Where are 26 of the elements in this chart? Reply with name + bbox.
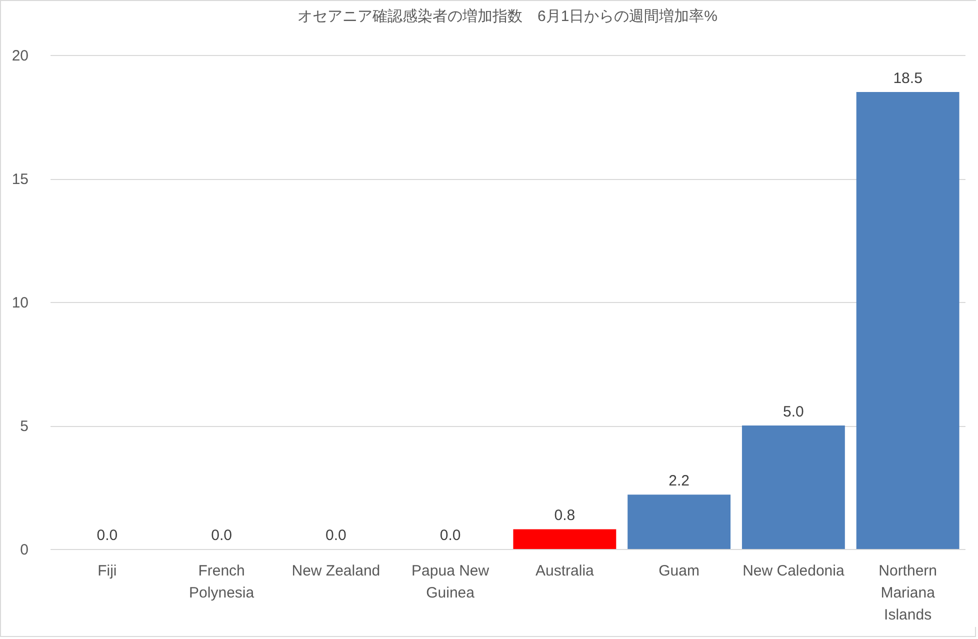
data-label: 0.8: [554, 507, 576, 524]
x-tick-label: Fiji: [98, 562, 117, 580]
y-tick-label: 20: [12, 48, 28, 64]
data-label: 18.5: [893, 70, 922, 88]
chart-title: オセアニア確認感染者の増加指数 6月1日からの週間増加率%: [297, 8, 718, 25]
data-label: 0.0: [440, 527, 461, 544]
x-tick-label: New Caledonia: [742, 562, 845, 580]
y-tick-label: 15: [12, 171, 28, 188]
y-tick-label: 0: [20, 542, 28, 558]
x-tick-label: New Zealand: [292, 562, 380, 580]
data-label: 5.0: [783, 404, 804, 420]
bar: [513, 529, 616, 549]
data-label: 0.0: [326, 527, 346, 544]
y-tick-label: 5: [20, 418, 28, 435]
data-label: 0.0: [96, 527, 118, 544]
y-tick-label: 10: [12, 294, 28, 312]
data-label: 0.0: [211, 527, 232, 544]
bar: [856, 92, 960, 549]
x-tick-label: Northern Mariana Islands: [878, 562, 937, 624]
x-tick-label: Papua New Guinea: [412, 562, 490, 602]
data-label: 2.2: [668, 472, 690, 490]
bar: [628, 494, 731, 549]
x-tick-label: Australia: [536, 562, 595, 580]
bar: [742, 426, 845, 549]
x-tick-label: Guam: [658, 562, 700, 580]
x-tick-label: French Polynesia: [189, 562, 255, 602]
